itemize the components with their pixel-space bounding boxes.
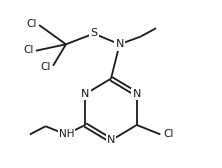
Text: Cl: Cl	[23, 45, 33, 55]
Text: N: N	[107, 135, 115, 145]
Text: S: S	[90, 28, 97, 38]
Text: N: N	[115, 39, 124, 49]
Text: NH: NH	[59, 129, 74, 139]
Text: Cl: Cl	[40, 62, 50, 72]
Text: Cl: Cl	[27, 19, 37, 29]
Text: N: N	[133, 89, 141, 99]
Text: N: N	[81, 89, 89, 99]
Text: Cl: Cl	[163, 129, 174, 139]
